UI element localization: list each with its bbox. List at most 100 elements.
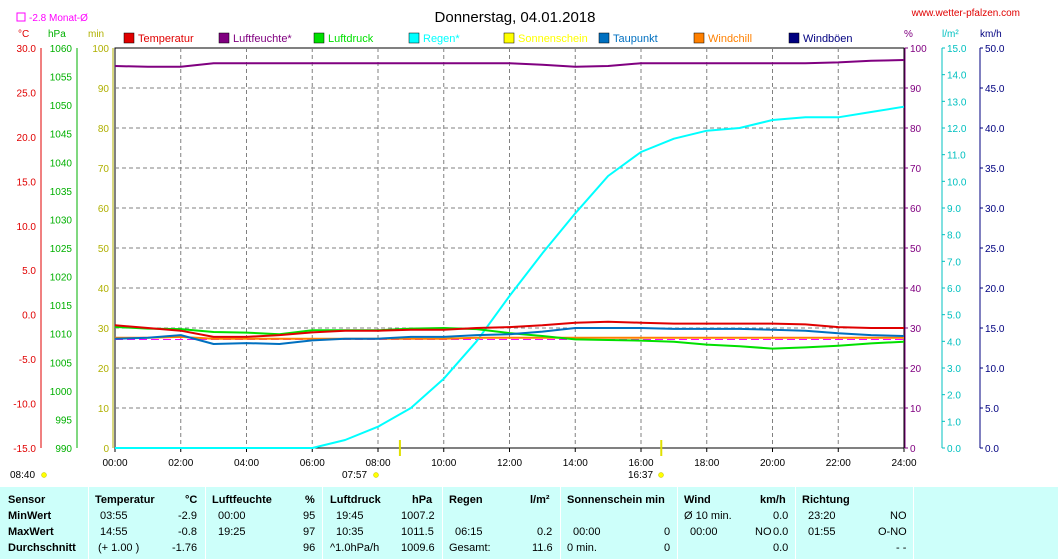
pressure-max-time: 10:35 xyxy=(336,526,364,538)
rain-tick-label: 0.0 xyxy=(947,444,961,455)
x-tick-label: 16:00 xyxy=(628,458,653,469)
rain-tick-label: 8.0 xyxy=(947,231,961,242)
site-link[interactable]: www.wetter-pfalzen.com xyxy=(911,8,1020,19)
unit-kmh: km/h xyxy=(980,29,1002,40)
rain-tick-label: 5.0 xyxy=(947,311,961,322)
sensor-header: Sensor xyxy=(8,494,46,506)
direction-header: Richtung xyxy=(802,494,850,506)
rain-header: Regen xyxy=(449,494,483,506)
pressure-max-value: 1011.5 xyxy=(401,526,434,538)
pct-tick-label: 90 xyxy=(910,84,922,95)
hpa-tick-label: 1045 xyxy=(50,130,73,141)
legend-swatch xyxy=(408,32,420,44)
temp-tick-label: 10.0 xyxy=(17,222,37,233)
sun-max-value: 0 xyxy=(664,526,671,538)
wind-tick-label: 10.0 xyxy=(985,364,1005,375)
series-line-luftdruck xyxy=(114,325,905,350)
sunset-time: 16:37 xyxy=(628,470,653,481)
pressure-avg-note: ^1.0hPa/h xyxy=(330,542,380,554)
sun-avg-label: 0 min. xyxy=(567,542,597,554)
sun-max-time: 00:00 xyxy=(573,526,601,538)
direction-avg-dir: - - xyxy=(896,542,907,554)
row-label-avg: Durchschnitt xyxy=(8,542,76,554)
min-tick-label: 100 xyxy=(92,44,109,55)
pct-tick-label: 30 xyxy=(910,324,922,335)
sunrise-time: 08:40 xyxy=(10,470,35,481)
wind-tick-label: 50.0 xyxy=(985,44,1005,55)
rain-max-value: 0.2 xyxy=(537,526,553,538)
hpa-tick-label: 1030 xyxy=(50,215,73,226)
rain-tick-label: 9.0 xyxy=(947,204,961,215)
direction-max-time: 01:55 xyxy=(808,526,836,538)
unit-lm2: l/m² xyxy=(942,29,959,40)
wind-max-dir: NO xyxy=(755,526,772,538)
x-tick-label: 00:00 xyxy=(102,458,127,469)
wind-tick-label: 20.0 xyxy=(985,284,1005,295)
hpa-tick-label: 995 xyxy=(55,415,72,426)
pct-tick-label: 100 xyxy=(910,44,927,55)
x-tick-label: 22:00 xyxy=(826,458,851,469)
min-tick-label: 40 xyxy=(98,284,110,295)
temp-tick-label: 30.0 xyxy=(17,44,37,55)
legend-label: Sonnenschein xyxy=(518,33,588,45)
x-tick-label: 06:00 xyxy=(300,458,325,469)
hpa-tick-label: 1035 xyxy=(50,187,73,198)
rain-tick-label: 4.0 xyxy=(947,337,961,348)
unit-hpa: hPa xyxy=(48,29,66,40)
temperature-avg-value: -1.76 xyxy=(172,542,198,554)
pct-tick-label: 50 xyxy=(910,244,922,255)
hpa-tick-label: 1040 xyxy=(50,158,73,169)
wind-unit: km/h xyxy=(760,494,786,506)
x-tick-label: 02:00 xyxy=(168,458,193,469)
wind-tick-label: 15.0 xyxy=(985,324,1005,335)
unit-celsius: °C xyxy=(18,29,29,40)
rain-tick-label: 15.0 xyxy=(947,44,967,55)
legend-swatch xyxy=(598,32,610,44)
temp-tick-label: 5.0 xyxy=(22,266,36,277)
chart-title: Donnerstag, 04.01.2018 xyxy=(435,9,596,26)
wind-tick-label: 0.0 xyxy=(985,444,999,455)
x-tick-label: 04:00 xyxy=(234,458,259,469)
plot-area xyxy=(114,59,905,456)
pct-tick-label: 40 xyxy=(910,284,922,295)
pressure-min-value: 1007.2 xyxy=(401,510,435,522)
x-tick-label: 08:00 xyxy=(365,458,390,469)
sun-marks: 08:40 07:57 16:37 xyxy=(10,470,664,481)
sunset-icon xyxy=(658,472,664,478)
sun-avg-value: 0 xyxy=(664,542,671,554)
min-tick-label: 60 xyxy=(98,204,110,215)
hpa-tick-label: 1055 xyxy=(50,73,73,84)
legend-label: Windböen xyxy=(803,33,853,45)
temperature-max-time: 14:55 xyxy=(100,526,128,538)
hpa-tick-label: 1020 xyxy=(50,273,73,284)
min-tick-label: 0 xyxy=(103,444,109,455)
rain-max-time: 06:15 xyxy=(455,526,483,538)
series-line-temperatur xyxy=(114,320,904,338)
rain-tick-label: 13.0 xyxy=(947,97,967,108)
legend-label: Windchill xyxy=(708,33,752,45)
rain-tick-label: 1.0 xyxy=(947,417,961,428)
legend-label: Taupunkt xyxy=(613,33,658,45)
x-tick-label: 20:00 xyxy=(760,458,785,469)
min-tick-label: 80 xyxy=(98,124,110,135)
legend-swatch xyxy=(503,32,515,44)
min-tick-label: 70 xyxy=(98,164,110,175)
wind-tick-label: 5.0 xyxy=(985,404,999,415)
legend-swatch xyxy=(788,32,800,44)
humidity-header: Luftfeuchte xyxy=(212,494,272,506)
pct-tick-label: 0 xyxy=(910,444,916,455)
wind-avg-value: 0.0 xyxy=(773,542,789,554)
pct-tick-label: 70 xyxy=(910,164,922,175)
temperature-min-time: 03:55 xyxy=(100,510,128,522)
temperature-max-value: -0.8 xyxy=(178,526,197,538)
wind-tick-label: 40.0 xyxy=(985,124,1005,135)
humidity-min-value: 95 xyxy=(303,510,316,522)
rain-unit: l/m² xyxy=(530,494,550,506)
temp-tick-label: -15.0 xyxy=(13,444,36,455)
temp-tick-label: 15.0 xyxy=(17,177,37,188)
temperature-header: Temperatur xyxy=(95,494,155,506)
x-tick-label: 24:00 xyxy=(891,458,916,469)
temp-tick-label: 20.0 xyxy=(17,133,37,144)
weather-chart: Donnerstag, 04.01.2018 www.wetter-pfalze… xyxy=(10,8,1020,481)
temp-tick-label: 25.0 xyxy=(17,88,37,99)
